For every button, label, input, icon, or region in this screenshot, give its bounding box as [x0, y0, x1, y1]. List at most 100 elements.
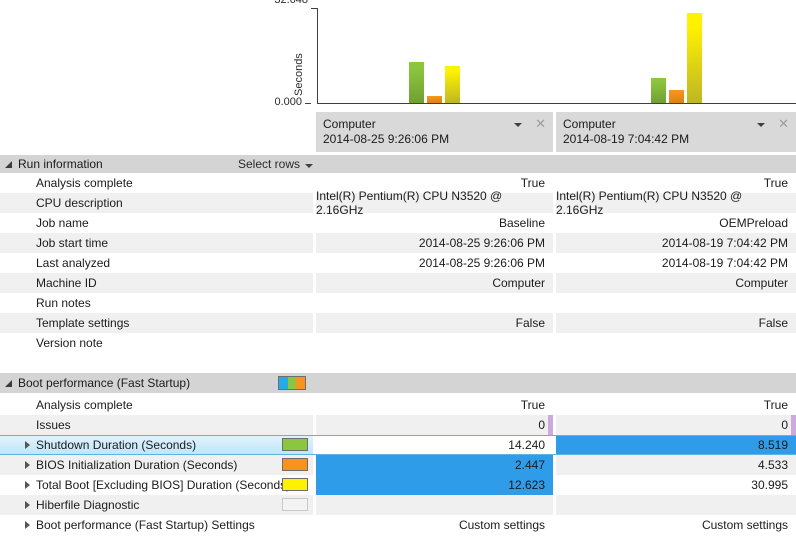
value-cell-col1: 14.240	[316, 436, 553, 454]
row-label-cell: Shutdown Duration (Seconds)	[0, 436, 313, 454]
table-row[interactable]: Job name Baseline OEMPreload	[0, 213, 796, 233]
expand-icon[interactable]	[25, 521, 30, 529]
legend-segment-green	[287, 377, 297, 389]
table-row[interactable]: Boot performance (Fast Startup) Settings…	[0, 515, 796, 535]
cell-value: Custom settings	[701, 518, 788, 532]
select-rows-label: Select rows	[238, 157, 301, 171]
table-row[interactable]: Job start time 2014-08-25 9:26:06 PM 201…	[0, 233, 796, 253]
value-cell-col1-highlighted: 2.447	[316, 455, 553, 475]
row-label: Job start time	[36, 236, 109, 250]
row-label: Job name	[36, 216, 89, 230]
row-label-cell: Last analyzed	[0, 253, 313, 273]
table-row[interactable]: Last analyzed 2014-08-25 9:26:06 PM 2014…	[0, 253, 796, 273]
table-row[interactable]: Total Boot [Excluding BIOS] Duration (Se…	[0, 475, 796, 495]
table-row[interactable]: BIOS Initialization Duration (Seconds) 2…	[0, 455, 796, 475]
series-swatch-hiberfile	[282, 498, 308, 511]
value-cell-col2: OEMPreload	[556, 213, 796, 233]
boot-performance-table: Analysis complete True True Issues 0 0 S…	[0, 395, 796, 535]
chevron-down-icon[interactable]	[514, 123, 522, 127]
expand-icon[interactable]	[25, 481, 30, 489]
bar-bios-initialization-duration-seconds-	[668, 90, 684, 103]
table-row[interactable]: Analysis complete True True	[0, 395, 796, 415]
chevron-down-icon	[305, 163, 314, 168]
cell-value: 0	[538, 418, 545, 432]
value-cell-col1: Intel(R) Pentium(R) CPU N3520 @ 2.16GHz	[316, 189, 553, 217]
cell-value: True	[520, 176, 545, 190]
cell-value: OEMPreload	[719, 216, 788, 230]
table-row-selected[interactable]: Shutdown Duration (Seconds) 14.240 8.519	[0, 435, 796, 455]
expand-icon[interactable]	[25, 461, 30, 469]
row-label-cell: Version note	[0, 333, 313, 353]
value-cell-col2: 30.995	[556, 475, 796, 495]
row-label-cell: CPU description	[0, 193, 313, 213]
value-cell-col2: Custom settings	[556, 515, 796, 535]
row-label: Analysis complete	[36, 176, 133, 190]
run-information-table: Analysis complete True True CPU descript…	[0, 173, 796, 353]
value-cell-col2: True	[556, 395, 796, 415]
machine-name: Computer	[323, 117, 376, 131]
section-header-boot-performance[interactable]: Boot performance (Fast Startup)	[0, 373, 796, 393]
table-row[interactable]: Version note	[0, 333, 796, 353]
section-title: Boot performance (Fast Startup)	[18, 376, 191, 390]
table-row[interactable]: Hiberfile Diagnostic	[0, 495, 796, 515]
table-row[interactable]: Machine ID Computer Computer	[0, 273, 796, 293]
select-rows-dropdown[interactable]: Select rows	[238, 157, 314, 171]
cell-value: 2.447	[514, 458, 545, 472]
row-label: BIOS Initialization Duration (Seconds)	[36, 458, 238, 472]
table-row[interactable]: CPU description Intel(R) Pentium(R) CPU …	[0, 189, 796, 217]
close-icon[interactable]: ✕	[535, 116, 546, 131]
section-title: Run information	[18, 157, 103, 171]
row-label: Shutdown Duration (Seconds)	[36, 438, 197, 452]
cell-value: 2014-08-25 9:26:06 PM	[418, 256, 545, 270]
value-cell-col2: 4.533	[556, 455, 796, 475]
section-expanded-icon[interactable]	[5, 160, 12, 168]
value-cell-col2	[556, 495, 796, 515]
table-row[interactable]: Analysis complete True True	[0, 173, 796, 193]
cell-value: True	[763, 176, 788, 190]
row-label: Boot performance (Fast Startup) Settings	[36, 518, 255, 532]
value-cell-col1	[316, 293, 553, 313]
row-label-cell: Total Boot [Excluding BIOS] Duration (Se…	[0, 475, 313, 495]
cell-value: False	[758, 316, 788, 330]
cell-value: 4.533	[757, 458, 788, 472]
section-expanded-icon[interactable]	[5, 379, 12, 387]
cell-value: True	[520, 398, 545, 412]
bar-shutdown-duration-seconds-	[408, 62, 424, 103]
bar-bios-initialization-duration-seconds-	[426, 96, 442, 103]
value-cell-col2: Computer	[556, 273, 796, 293]
cell-value: True	[763, 398, 788, 412]
row-label-cell: Analysis complete	[0, 395, 313, 415]
value-cell-col1: Custom settings	[316, 515, 553, 535]
chevron-down-icon[interactable]	[757, 123, 765, 127]
run-column-header-2[interactable]: Computer 2014-08-19 7:04:42 PM ✕	[556, 112, 796, 152]
row-label-cell: Analysis complete	[0, 173, 313, 193]
bar-shutdown-duration-seconds-	[650, 78, 666, 103]
expand-icon[interactable]	[25, 501, 30, 509]
series-swatch-total-boot	[282, 478, 308, 491]
legend-segment-blue	[279, 377, 288, 389]
run-column-header-1[interactable]: Computer 2014-08-25 9:26:06 PM ✕	[316, 112, 553, 152]
value-cell-col1: Computer	[316, 273, 553, 293]
value-cell-col1: False	[316, 313, 553, 333]
value-cell-col1-highlighted: 12.623	[316, 475, 553, 495]
machine-name: Computer	[563, 117, 616, 131]
table-row[interactable]: Run notes	[0, 293, 796, 313]
value-cell-col2: 0	[556, 415, 796, 435]
cell-value: Intel(R) Pentium(R) CPU N3520 @ 2.16GHz	[316, 189, 503, 217]
row-label: Version note	[36, 336, 103, 350]
value-cell-col1: 0	[316, 415, 553, 435]
table-row[interactable]: Issues 0 0	[0, 415, 796, 435]
row-label-cell: Hiberfile Diagnostic	[0, 495, 313, 515]
row-label-cell: Machine ID	[0, 273, 313, 293]
cell-value: 12.623	[508, 478, 545, 492]
x-axis-line	[317, 103, 796, 104]
row-label-cell: BIOS Initialization Duration (Seconds)	[0, 455, 313, 475]
close-icon[interactable]: ✕	[778, 116, 789, 131]
issues-indicator	[548, 415, 553, 435]
expand-icon[interactable]	[25, 441, 30, 449]
value-cell-col2: True	[556, 173, 796, 193]
section-header-run-information[interactable]: Run information Select rows	[0, 155, 796, 173]
value-cell-col2: Intel(R) Pentium(R) CPU N3520 @ 2.16GHz	[556, 189, 796, 217]
cell-value: False	[515, 316, 545, 330]
table-row[interactable]: Template settings False False	[0, 313, 796, 333]
